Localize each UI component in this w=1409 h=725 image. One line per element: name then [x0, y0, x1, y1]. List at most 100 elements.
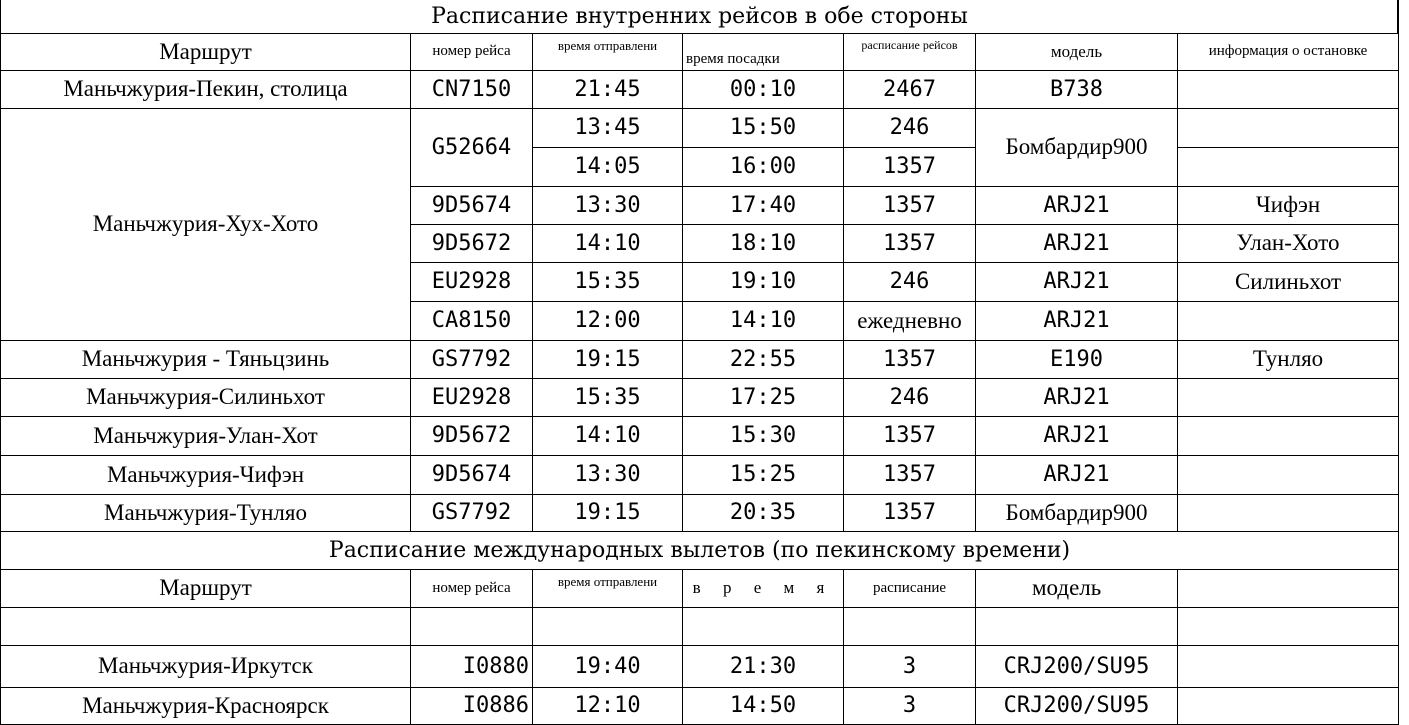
header-model[interactable]: модель	[975, 568, 1178, 608]
arrival-cell[interactable]: 17:25	[682, 377, 844, 417]
flight-number-cell[interactable]: 9D5672	[410, 415, 533, 456]
arrival-cell[interactable]: 15:30	[682, 415, 844, 456]
arrival-cell[interactable]: 22:55	[682, 339, 844, 379]
departure-cell[interactable]: 13:30	[532, 185, 683, 225]
route-cell[interactable]: Маньчжурия-Пекин, столица	[0, 69, 411, 109]
arrival-cell[interactable]: 15:50	[682, 107, 844, 148]
stop-cell[interactable]	[1176, 146, 1400, 187]
header-stop-info[interactable]: информация о остановке	[1176, 32, 1400, 71]
schedule-cell[interactable]: 1357	[843, 339, 976, 379]
stop-cell[interactable]	[1176, 107, 1400, 148]
stop-cell[interactable]	[1176, 415, 1400, 456]
header-model[interactable]: модель	[975, 32, 1178, 71]
schedule-cell[interactable]: 1357	[843, 415, 976, 456]
schedule-cell[interactable]: 246	[843, 377, 976, 417]
model-cell[interactable]: ARJ21	[975, 415, 1178, 456]
route-cell[interactable]: Маньчжурия-Хух-Хото	[0, 107, 411, 341]
departure-cell[interactable]: 15:35	[532, 261, 683, 302]
model-cell[interactable]: B738	[975, 69, 1178, 109]
route-cell[interactable]: Маньчжурия-Красноярск	[0, 686, 411, 725]
departure-cell[interactable]: 13:45	[532, 107, 683, 148]
schedule-cell[interactable]: 1357	[843, 185, 976, 225]
schedule-cell[interactable]: 1357	[843, 223, 976, 263]
schedule-cell[interactable]: 3	[843, 686, 976, 725]
arrival-cell[interactable]: 17:40	[682, 185, 844, 225]
departure-cell[interactable]: 13:30	[532, 454, 683, 495]
stop-cell[interactable]: Улан-Хото	[1176, 223, 1400, 263]
flight-number-cell[interactable]: EU2928	[410, 261, 533, 302]
empty-cell[interactable]	[410, 606, 533, 646]
departure-cell[interactable]: 14:10	[532, 415, 683, 456]
arrival-cell[interactable]: 14:10	[682, 300, 844, 341]
header-schedule[interactable]: расписание	[843, 568, 976, 608]
header-arrival[interactable]: время посадки	[682, 32, 844, 71]
stop-cell[interactable]: Чифэн	[1176, 185, 1400, 225]
schedule-cell[interactable]: ежедневно	[843, 300, 976, 341]
departure-cell[interactable]: 19:15	[532, 339, 683, 379]
arrival-cell[interactable]: 15:25	[682, 454, 844, 495]
schedule-cell[interactable]: 246	[843, 261, 976, 302]
flight-number-cell[interactable]: I0880	[410, 644, 533, 688]
route-cell[interactable]: Маньчжурия-Силиньхот	[0, 377, 411, 417]
departure-cell[interactable]: 15:35	[532, 377, 683, 417]
arrival-cell[interactable]: 19:10	[682, 261, 844, 302]
international-title[interactable]: Расписание международных вылетов (по пек…	[0, 530, 1400, 570]
flight-number-cell[interactable]: CN7150	[410, 69, 533, 109]
arrival-cell[interactable]: 21:30	[682, 644, 844, 688]
header-schedule[interactable]: расписание рейсов	[843, 32, 976, 71]
departure-cell[interactable]: 19:40	[532, 644, 683, 688]
empty-cell[interactable]	[1176, 686, 1400, 725]
empty-cell[interactable]	[1176, 568, 1400, 608]
header-route[interactable]: Маршрут	[0, 568, 411, 608]
header-departure[interactable]: время отправлени	[532, 568, 683, 608]
model-cell[interactable]: ARJ21	[975, 377, 1178, 417]
departure-cell[interactable]: 14:05	[532, 146, 683, 187]
stop-cell[interactable]	[1176, 454, 1400, 495]
arrival-cell[interactable]: 00:10	[682, 69, 844, 109]
flight-number-cell[interactable]: G52664	[410, 107, 533, 187]
departure-cell[interactable]: 21:45	[532, 69, 683, 109]
arrival-cell[interactable]: 18:10	[682, 223, 844, 263]
flight-number-cell[interactable]: 9D5672	[410, 223, 533, 263]
stop-cell[interactable]	[1176, 300, 1400, 341]
model-cell[interactable]: ARJ21	[975, 454, 1178, 495]
model-cell[interactable]: Бомбардир900	[975, 493, 1178, 532]
flight-number-cell[interactable]: EU2928	[410, 377, 533, 417]
model-cell[interactable]: ARJ21	[975, 223, 1178, 263]
model-cell[interactable]: ARJ21	[975, 300, 1178, 341]
flight-number-cell[interactable]: GS7792	[410, 339, 533, 379]
departure-cell[interactable]: 14:10	[532, 223, 683, 263]
empty-cell[interactable]	[0, 606, 411, 646]
route-cell[interactable]: Маньчжурия-Иркутск	[0, 644, 411, 688]
empty-cell[interactable]	[1176, 606, 1400, 646]
schedule-cell[interactable]: 1357	[843, 493, 976, 532]
header-time[interactable]: в р е м я	[682, 568, 844, 608]
model-cell[interactable]: CRJ200/SU95	[975, 644, 1178, 688]
schedule-cell[interactable]: 3	[843, 644, 976, 688]
arrival-cell[interactable]: 20:35	[682, 493, 844, 532]
model-cell[interactable]: ARJ21	[975, 185, 1178, 225]
header-route[interactable]: Маршрут	[0, 32, 411, 71]
empty-cell[interactable]	[682, 606, 844, 646]
flight-number-cell[interactable]: 9D5674	[410, 454, 533, 495]
flight-number-cell[interactable]: I0886	[410, 686, 533, 725]
model-cell[interactable]: E190	[975, 339, 1178, 379]
header-departure[interactable]: время отправлени	[532, 32, 683, 71]
flight-number-cell[interactable]: CA8150	[410, 300, 533, 341]
schedule-cell[interactable]: 246	[843, 107, 976, 148]
header-flight-number[interactable]: номер рейса	[410, 32, 533, 71]
model-cell[interactable]: CRJ200/SU95	[975, 686, 1178, 725]
schedule-cell[interactable]: 1357	[843, 454, 976, 495]
arrival-cell[interactable]: 14:50	[682, 686, 844, 725]
empty-cell[interactable]	[532, 606, 683, 646]
domestic-title[interactable]: Расписание внутренних рейсов в обе сторо…	[0, 0, 1400, 34]
empty-cell[interactable]	[1176, 644, 1400, 688]
stop-cell[interactable]: Тунляо	[1176, 339, 1400, 379]
departure-cell[interactable]: 12:10	[532, 686, 683, 725]
model-cell[interactable]: Бомбардир900	[975, 107, 1178, 187]
stop-cell[interactable]	[1176, 493, 1400, 532]
arrival-cell[interactable]: 16:00	[682, 146, 844, 187]
stop-cell[interactable]	[1176, 377, 1400, 417]
schedule-cell[interactable]: 2467	[843, 69, 976, 109]
route-cell[interactable]: Маньчжурия-Тунляо	[0, 493, 411, 532]
